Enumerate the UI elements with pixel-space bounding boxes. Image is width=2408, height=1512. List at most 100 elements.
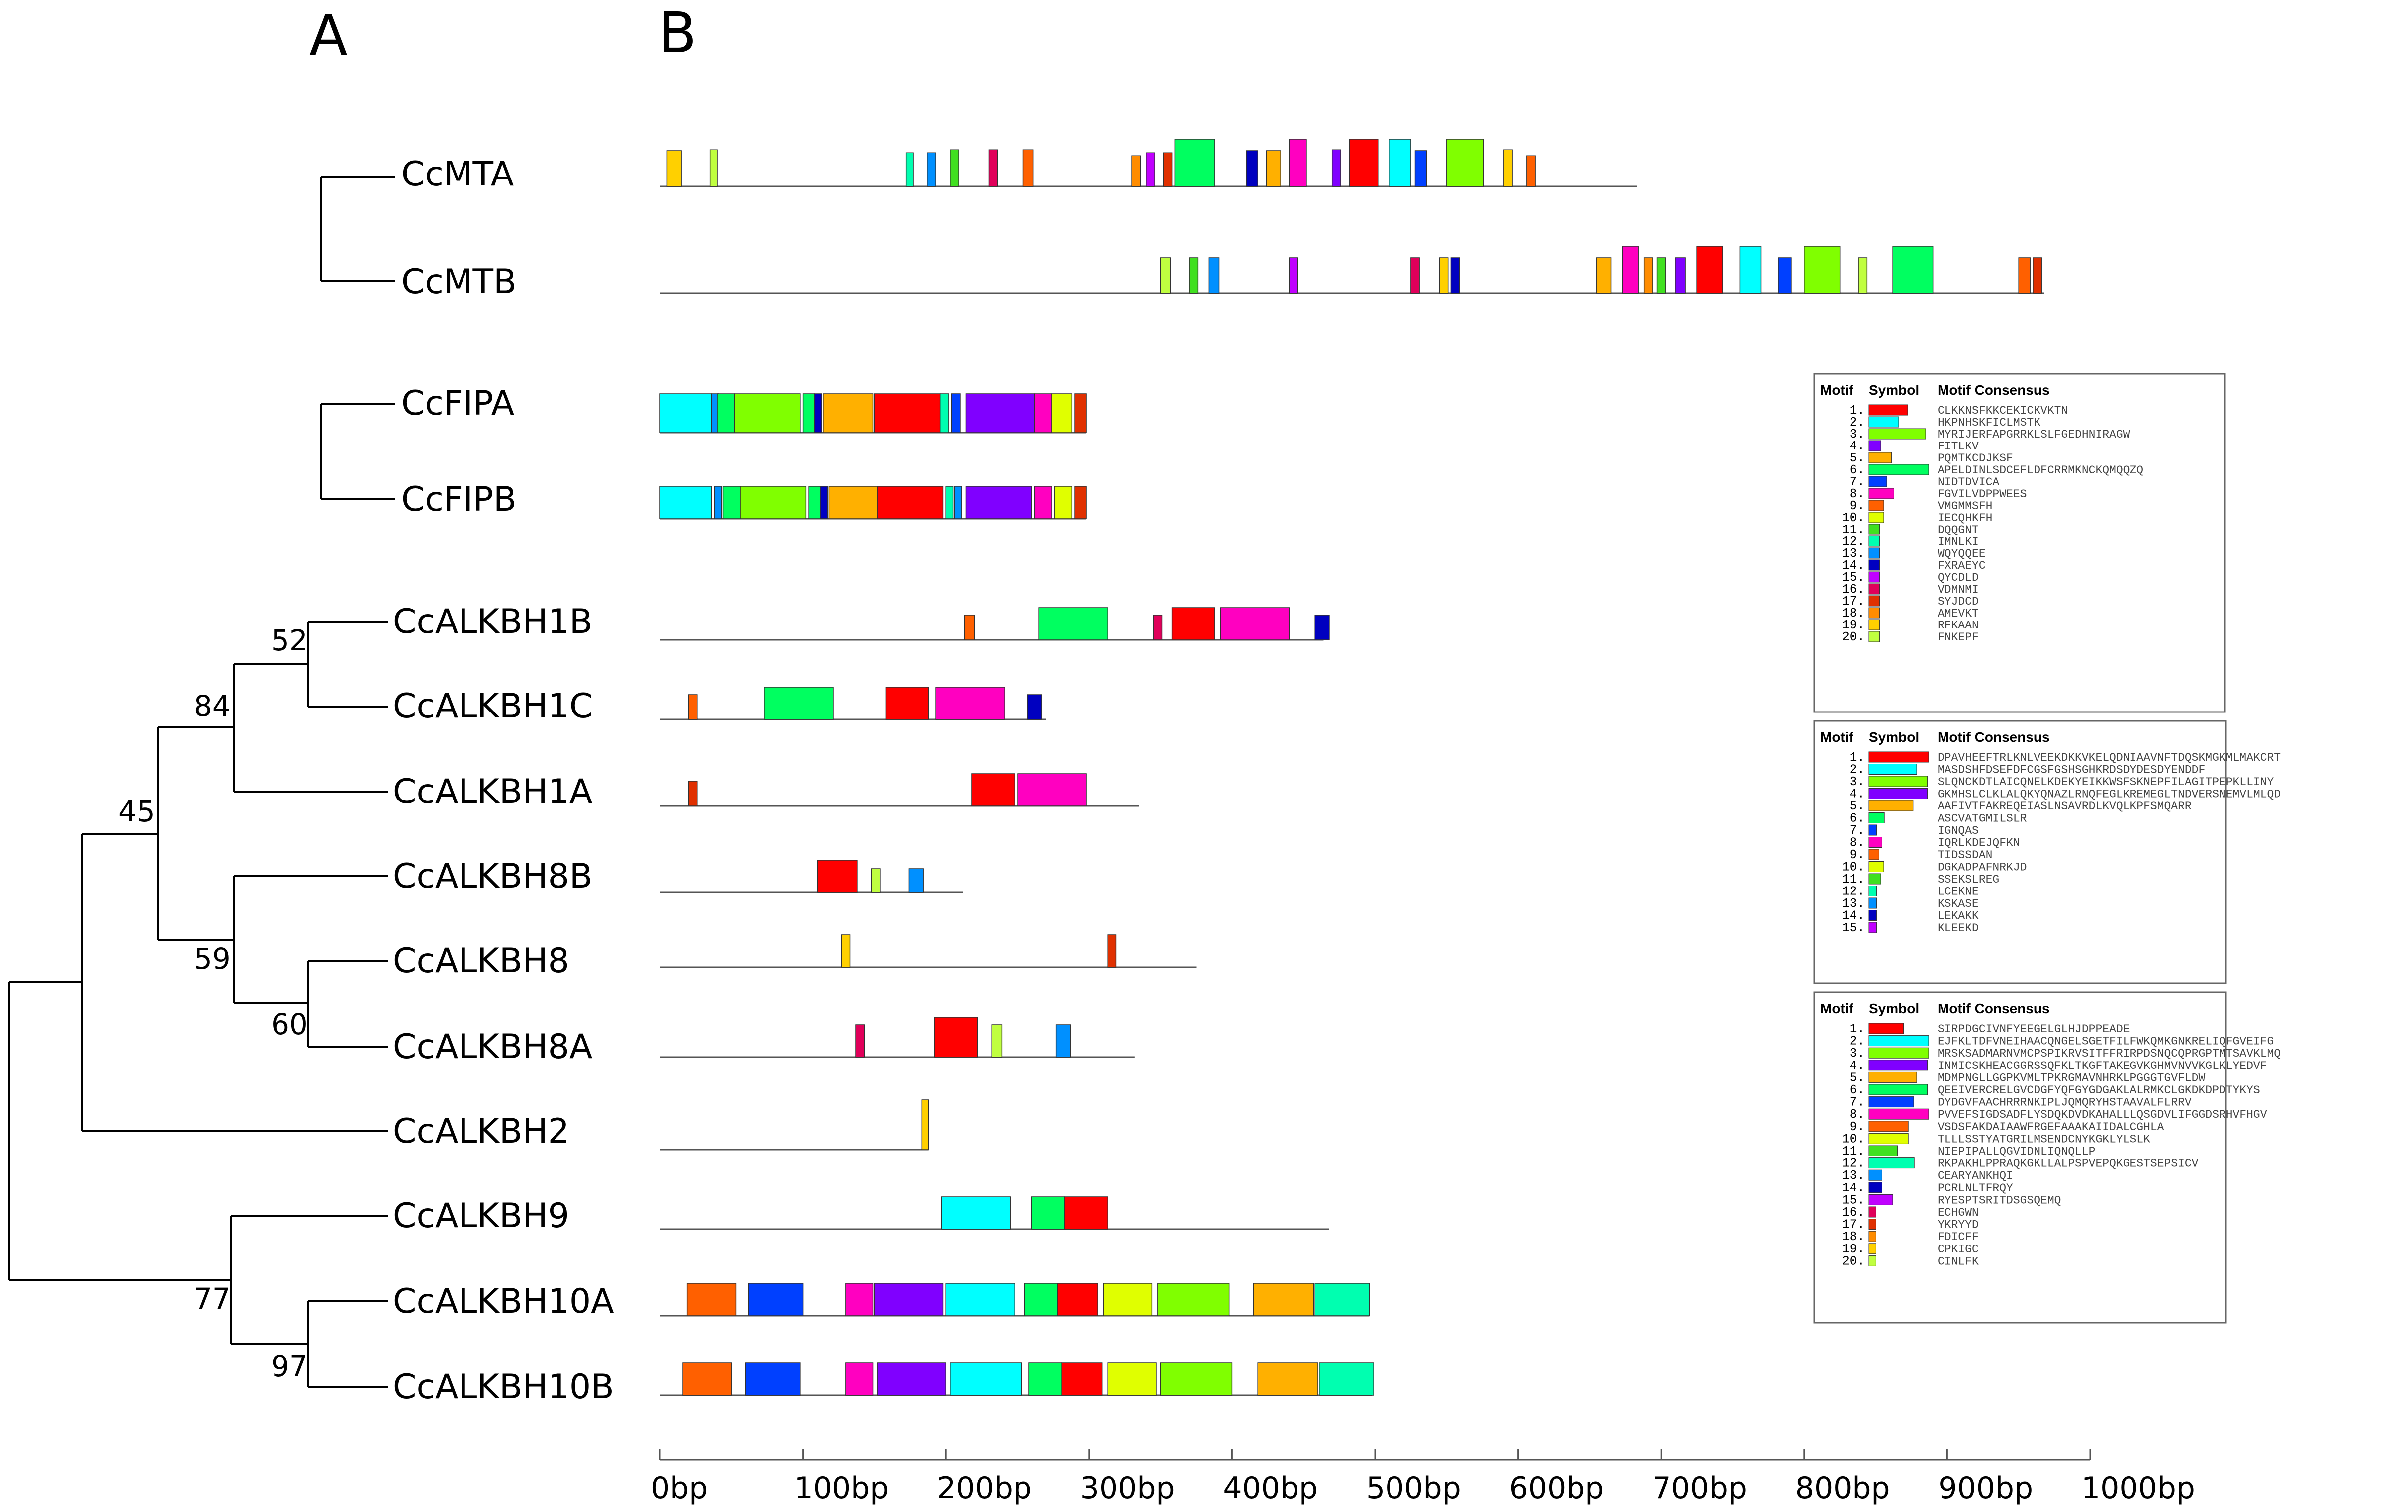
legend-motif-consensus: APELDINLSDCEFLDFCRRMKNCKQMQQZQ [1938,464,2143,477]
motif-box-17 [1074,486,1087,519]
motif-box-1 [885,687,929,720]
legend-motif-consensus: DGKADPAFNRKJD [1938,861,2027,874]
legend-motif-symbol [1868,1169,1882,1181]
taxon-label: CcMTA [401,155,514,194]
motif-box-19 [666,150,682,187]
bootstrap-value: 45 [118,795,155,828]
motif-box-6 [1892,246,1934,294]
legend-motif-consensus: EJFKLTDFVNEIHAACQNGELSGETFILFWKQMKGNKREL… [1938,1035,2274,1048]
motif-box-8 [1034,486,1052,519]
motif-box-13 [1208,257,1220,294]
legend-motif-symbol [1868,1133,1909,1144]
motif-box-16 [1410,257,1420,294]
motif-box-2 [950,1362,1022,1396]
sequence-row [660,934,1197,968]
motif-box-14 [814,393,822,433]
legend-motif-consensus: VSDSFAKDAIAAWFRGEFAAAKAIIDALCGHLA [1938,1121,2164,1134]
legend-motif-symbol [1868,1182,1882,1193]
motif-box-9 [2018,257,2031,294]
motif-box-1 [817,860,858,893]
legend-motif-symbol [1868,1108,1929,1120]
legend-motif-number: 12. [1842,1156,1865,1171]
motif-box-1 [1349,139,1379,187]
sequence-row [660,139,1637,187]
sequence-row [659,393,1087,434]
motif-box-8 [935,687,1005,720]
taxon-label: CcALKBH1B [393,602,593,641]
legend-motif-number: 4. [1850,787,1865,801]
legend-motif-consensus: RFKAAN [1938,619,1979,632]
motif-box-4 [965,486,1032,519]
legend-motif-number: 6. [1850,462,1865,477]
legend-motif-symbol [1868,910,1877,921]
legend-motif-consensus: MRSKSADMARNVMCPSPIKRVSITFFRIRPDSNQCQPRGP… [1938,1047,2281,1060]
motif-box-10 [1107,1362,1157,1396]
legend-motif-consensus: IGNQAS [1938,824,1979,837]
motif-box-14 [820,486,828,519]
legend-motif-consensus: QEEIVERCRELGVCDGFYQFGYGDGAKLALRMKCLGKDKD… [1938,1084,2260,1097]
legend-motif-number: 2. [1850,1034,1865,1049]
motif-box-19 [1439,257,1449,294]
legend-motif-symbol [1868,873,1881,885]
legend-motif-number: 8. [1850,486,1865,501]
legend-motif-symbol [1868,547,1880,559]
legend-motif-symbol [1868,607,1880,619]
motif-box-11 [950,149,959,187]
legend-motif-number: 10. [1842,860,1865,875]
motif-legend: Motif Symbol Motif Consensus 1. DPAVHEEFTRLK… [1813,720,2281,984]
legend-header: Symbol [1869,382,1919,398]
motif-box-10 [1054,486,1073,519]
motif-box-8 [1289,139,1307,187]
motif-box-7 [745,1362,801,1396]
motif-box-6 [1174,139,1215,187]
legend-motif-number: 10. [1842,1131,1865,1146]
legend-motif-consensus: VMGMMSFH [1938,500,1992,513]
legend-motif-number: 6. [1850,1082,1865,1097]
legend-motif-number: 19. [1842,1242,1865,1256]
motif-box-9 [682,1362,732,1396]
motif-box-20 [1858,257,1868,294]
bootstrap-value: 52 [271,623,308,657]
taxon-label: CcALKBH1C [393,687,593,726]
legend-motif-consensus: CPKIGC [1938,1243,1979,1256]
motif-box-1 [1171,607,1215,640]
motif-box-14 [1314,615,1330,640]
motif-box-2 [941,1196,1011,1230]
sequence-row [659,486,1087,520]
legend-motif-consensus: MDMPNGLLGGPKVMLTPKRGMAVNHRKLPGGGTGVFLDW [1938,1071,2205,1084]
taxon-label: CcALKBH10B [393,1367,614,1407]
legend-motif-number: 5. [1850,450,1865,465]
motif-box-6 [1028,1362,1062,1396]
legend-motif-symbol [1868,1145,1898,1156]
legend-motif-number: 18. [1842,606,1865,621]
motif-box-16 [855,1024,865,1058]
motif-box-5 [823,393,874,433]
legend-header: Symbol [1869,729,1919,745]
legend-motif-consensus: DPAVHEEFTRLKNLVEEKDKKVKELQDNIAAVNFTDQSKM… [1938,751,2281,764]
motif-box-8 [1622,246,1639,294]
legend-motif-symbol [1868,1194,1893,1205]
axis-tick-label: 900bp [1938,1471,2033,1506]
motif-box-1 [1696,246,1723,294]
legend-motif-consensus: FGVILVDPPWEES [1938,488,2027,501]
taxon-label: CcALKBH10A [393,1282,614,1321]
motif-box-1 [934,1017,978,1058]
legend-header: Motif [1820,729,1854,745]
legend-motif-symbol [1868,1206,1876,1218]
sequence-row [660,860,963,893]
legend-motif-symbol [1868,488,1894,499]
legend-motif-number: 1. [1850,1021,1865,1036]
legend-motif-consensus: CINLFK [1938,1255,1979,1268]
motif-box-17 [1107,934,1117,968]
legend-motif-number: 16. [1842,1205,1865,1220]
motif-box-13 [714,486,722,519]
legend-motif-number: 3. [1850,774,1865,789]
legend-motif-symbol [1868,922,1877,933]
legend-motif-number: 7. [1850,1095,1865,1110]
legend-header: Motif [1820,1001,1854,1016]
legend-motif-symbol [1868,404,1908,416]
motif-box-13 [954,486,962,519]
legend-motif-consensus: NIEPIPALLQGVIDNLIQNQLLP [1938,1145,2095,1158]
motif-box-16 [1153,615,1163,640]
tree-branch [307,960,388,1048]
